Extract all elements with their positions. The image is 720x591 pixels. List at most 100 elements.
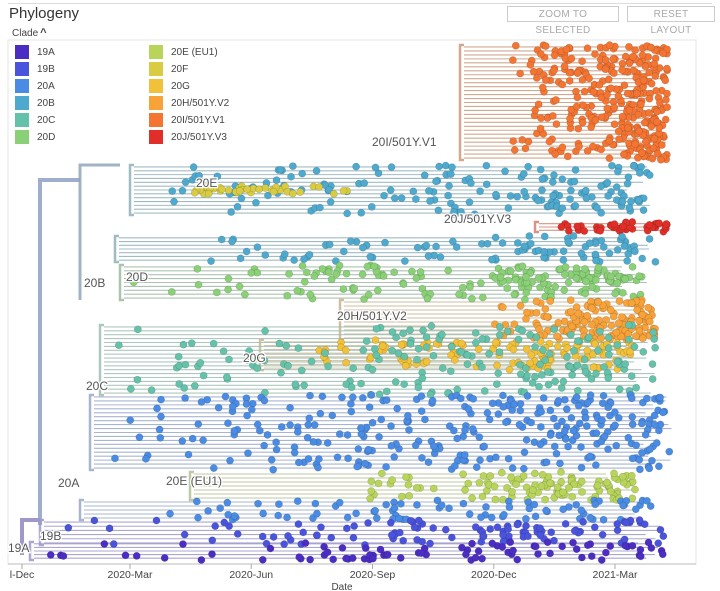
tip: [591, 50, 599, 59]
legend-item-20f[interactable]: 20F: [149, 62, 188, 76]
tip: [226, 456, 234, 465]
tip: [614, 319, 623, 327]
tip: [528, 486, 537, 495]
tip: [370, 262, 379, 271]
tip: [160, 554, 169, 562]
tip: [304, 420, 313, 429]
tip: [258, 532, 267, 541]
tip: [405, 491, 414, 500]
legend-item-20c[interactable]: 20C: [15, 113, 55, 127]
tip: [387, 531, 396, 539]
tip: [466, 283, 474, 291]
legend-item-20b[interactable]: 20B: [15, 96, 55, 110]
tip: [506, 192, 515, 200]
legend-item-20g[interactable]: 20G: [149, 79, 190, 93]
tip: [354, 445, 363, 453]
legend-item-20j-501y-v3[interactable]: 20J/501Y.V3: [149, 130, 227, 144]
tip: [573, 361, 582, 370]
tip: [298, 262, 307, 270]
tip: [247, 405, 256, 414]
tip: [491, 233, 500, 242]
tip: [650, 335, 659, 344]
tip: [449, 208, 458, 216]
tip: [504, 454, 513, 463]
tip: [651, 343, 660, 352]
tip: [617, 332, 626, 341]
tip: [463, 351, 472, 359]
tip: [552, 449, 561, 458]
tip: [550, 536, 558, 545]
tip: [551, 282, 560, 291]
tip: [645, 171, 654, 180]
tip: [538, 346, 547, 354]
legend-swatch: [149, 45, 163, 59]
tip: [650, 420, 659, 429]
tip: [356, 424, 365, 433]
tip: [574, 124, 583, 133]
tip: [560, 427, 569, 436]
tip: [362, 337, 371, 346]
tip: [411, 441, 420, 450]
tip: [509, 137, 518, 146]
tip: [141, 454, 150, 463]
legend-item-20e-eu1[interactable]: 20E (EU1): [149, 45, 218, 59]
tip: [601, 56, 610, 64]
legend-item-20d[interactable]: 20D: [15, 130, 55, 144]
tip: [228, 237, 236, 246]
legend-item-19a[interactable]: 19A: [15, 45, 55, 59]
tip: [359, 346, 368, 355]
reset-layout-button[interactable]: RESET LAYOUT: [627, 6, 715, 36]
tip: [496, 273, 505, 282]
branch: [128, 190, 134, 217]
branch-label-20d: 20D: [126, 270, 148, 284]
tip: [659, 49, 668, 58]
tip: [477, 513, 485, 522]
tip: [474, 547, 483, 556]
tip: [476, 279, 485, 287]
tip: [474, 345, 483, 353]
tip: [216, 504, 225, 513]
legend-item-20a[interactable]: 20A: [15, 79, 55, 93]
tip: [595, 81, 604, 89]
tip: [509, 546, 517, 555]
tip: [597, 182, 605, 191]
tip: [401, 361, 410, 370]
tip: [414, 383, 423, 392]
tip: [371, 506, 380, 515]
tip: [277, 423, 286, 431]
tip: [196, 358, 205, 367]
tip: [569, 232, 578, 240]
tip: [538, 186, 546, 195]
legend-item-20i-501y-v1[interactable]: 20I/501Y.V1: [149, 113, 225, 127]
tip: [491, 190, 500, 199]
tip: [508, 464, 517, 472]
tip: [253, 243, 262, 252]
tip: [538, 470, 547, 479]
tip: [565, 68, 574, 77]
tip: [561, 519, 570, 528]
tip: [483, 408, 492, 417]
legend-item-19b[interactable]: 19B: [15, 62, 55, 76]
branch-label-20c: 20C: [86, 379, 108, 393]
tip: [638, 310, 647, 319]
tip: [633, 306, 642, 314]
tip: [553, 483, 562, 492]
tip: [314, 463, 322, 472]
tip: [603, 478, 611, 487]
tip: [661, 115, 670, 124]
tip: [307, 357, 316, 366]
tip: [618, 472, 627, 481]
tip: [627, 471, 636, 480]
tip: [631, 140, 639, 149]
x-axis-title: Date: [331, 582, 353, 591]
legend-label: 20E (EU1): [171, 46, 218, 58]
tip: [518, 262, 527, 271]
x-tick-label: l-Dec: [10, 569, 35, 581]
tip: [457, 348, 466, 356]
tip: [386, 186, 395, 195]
tip: [521, 144, 530, 153]
zoom-to-selected-button[interactable]: ZOOM TO SELECTED: [507, 6, 619, 36]
legend-item-20h-501y-v2[interactable]: 20H/501Y.V2: [149, 96, 229, 110]
clade-legend-toggle[interactable]: Clade ^: [12, 27, 47, 39]
